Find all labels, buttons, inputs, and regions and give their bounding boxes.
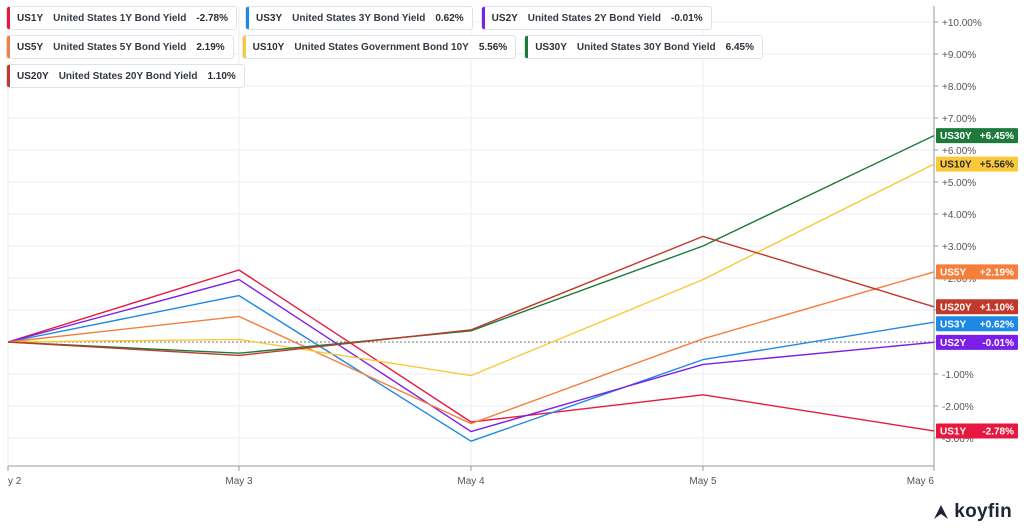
koyfin-logo-icon	[934, 505, 949, 519]
legend: US1Y United States 1Y Bond Yield -2.78% US3…	[6, 6, 926, 93]
series-line-us10y	[7, 163, 935, 377]
koyfin-logo: koyfin	[932, 501, 1012, 523]
legend-item-us3y[interactable]: US3Y United States 3Y Bond Yield 0.62%	[245, 6, 473, 30]
legend-series-name: United States 30Y Bond Yield	[576, 41, 716, 53]
legend-item-us2y[interactable]: US2Y United States 2Y Bond Yield -0.01%	[480, 6, 712, 30]
legend-swatch	[481, 7, 485, 29]
legend-change: 5.56%	[478, 41, 508, 53]
legend-item-us10y[interactable]: US10Y United States Government Bond 10Y 5.…	[241, 35, 517, 59]
legend-change: -0.01%	[670, 12, 703, 24]
value-badge-us10y: US10Y +5.56%	[936, 156, 1018, 172]
badge-background	[936, 156, 1018, 172]
legend-row: US5Y United States 5Y Bond Yield 2.19% US10…	[6, 35, 926, 59]
y-tick-label: -1.00%	[942, 370, 974, 381]
series-line-us3y	[7, 294, 935, 442]
y-tick-label: +4.00%	[942, 210, 976, 221]
legend-ticker: US1Y	[17, 12, 44, 24]
legend-swatch	[7, 36, 10, 58]
series-line-us1y	[7, 269, 935, 432]
y-tick-label: +7.00%	[942, 114, 976, 125]
y-tick-label: +10.00%	[942, 18, 982, 29]
legend-row: US20Y United States 20Y Bond Yield 1.10%	[6, 64, 926, 88]
badge-ticker: US5Y	[940, 267, 966, 278]
axes: +10.00% +9.00% +8.00% +7.00% +6.00% +5.00% +4.…	[7, 6, 982, 487]
legend-series-name: United States 1Y Bond Yield	[53, 12, 187, 24]
legend-ticker: US3Y	[256, 12, 283, 24]
legend-swatch	[525, 36, 529, 58]
legend-item-us5y[interactable]: US5Y United States 5Y Bond Yield 2.19%	[6, 35, 234, 59]
legend-swatch	[242, 36, 246, 58]
legend-item-us20y[interactable]: US20Y United States 20Y Bond Yield 1.10%	[6, 64, 245, 88]
badge-background	[936, 316, 1018, 332]
legend-ticker: US10Y	[252, 41, 285, 53]
y-tick-label: +2.00%	[942, 274, 976, 285]
legend-swatch	[7, 65, 10, 87]
badge-value: +2.19%	[980, 267, 1014, 278]
logo-text: koyfin	[954, 501, 1012, 522]
legend-ticker: US30Y	[535, 41, 567, 53]
legend-series-name: United States 20Y Bond Yield	[58, 70, 198, 82]
y-tick-label: +6.00%	[942, 146, 976, 157]
legend-swatch	[246, 7, 249, 29]
value-badge-us1y: US1Y -2.78%	[936, 423, 1018, 439]
legend-change: 2.19%	[196, 41, 225, 53]
legend-ticker: US2Y	[491, 12, 518, 24]
series-line-us5y	[7, 271, 935, 425]
x-tick-label: y 2	[8, 476, 22, 487]
x-tick-label: May 5	[689, 476, 717, 487]
series-line-us20y	[7, 235, 935, 357]
legend-change: 6.45%	[725, 41, 754, 53]
badge-value: +6.45%	[980, 131, 1014, 142]
badge-value: +1.10%	[980, 302, 1014, 313]
badge-background	[936, 264, 1018, 280]
x-tick-label: May 4	[457, 476, 485, 487]
badge-background	[936, 128, 1018, 144]
badge-ticker: US2Y	[940, 338, 966, 349]
legend-change: 1.10%	[207, 70, 236, 82]
legend-ticker: US20Y	[17, 70, 49, 82]
y-tick-label: -3.00%	[942, 434, 974, 445]
series-line-us2y	[7, 278, 935, 433]
y-tick-label: +3.00%	[942, 242, 976, 253]
badge-background	[936, 334, 1018, 350]
y-tick-label: +9.00%	[942, 50, 976, 61]
legend-item-us30y[interactable]: US30Y United States 30Y Bond Yield 6.45%	[524, 35, 763, 59]
legend-series-name: United States 3Y Bond Yield	[292, 12, 426, 24]
legend-series-name: United States Government Bond 10Y	[294, 41, 469, 53]
series-line-us30y	[7, 134, 935, 354]
legend-change: 0.62%	[435, 12, 464, 24]
legend-ticker: US5Y	[17, 41, 44, 53]
value-badge-us30y: US30Y +6.45%	[936, 128, 1018, 144]
badge-background	[936, 423, 1018, 439]
series-lines	[7, 134, 935, 442]
x-tick-label: May 3	[225, 476, 253, 487]
legend-row: US1Y United States 1Y Bond Yield -2.78% US3…	[6, 6, 926, 30]
badge-value: +5.56%	[980, 160, 1014, 171]
badge-ticker: US3Y	[940, 319, 966, 330]
value-badge-us5y: US5Y +2.19%	[936, 264, 1018, 280]
badge-value: -2.78%	[982, 426, 1014, 437]
badge-ticker: US1Y	[940, 426, 966, 437]
x-tick-label: May 6	[907, 476, 935, 487]
legend-series-name: United States 5Y Bond Yield	[53, 41, 187, 53]
y-tick-label: +5.00%	[942, 178, 976, 189]
value-badge-us2y: US2Y -0.01%	[936, 334, 1018, 350]
legend-item-us1y[interactable]: US1Y United States 1Y Bond Yield -2.78%	[6, 6, 237, 30]
legend-swatch	[7, 7, 10, 29]
badge-value: +0.62%	[980, 319, 1014, 330]
badge-ticker: US10Y	[940, 160, 972, 171]
y-tick-label: +8.00%	[942, 82, 976, 93]
value-badge-us20y: US20Y +1.10%	[936, 299, 1018, 315]
y-tick-label: -2.00%	[942, 402, 974, 413]
value-badges: US30Y +6.45% US10Y +5.56% US5Y +2.19% US20Y +1.…	[936, 128, 1018, 439]
legend-series-name: United States 2Y Bond Yield	[527, 12, 661, 24]
badge-value: -0.01%	[982, 338, 1014, 349]
badge-background	[936, 299, 1018, 315]
value-badge-us3y: US3Y +0.62%	[936, 316, 1018, 332]
badge-ticker: US30Y	[940, 131, 972, 142]
badge-ticker: US20Y	[940, 302, 972, 313]
legend-change: -2.78%	[196, 12, 228, 24]
